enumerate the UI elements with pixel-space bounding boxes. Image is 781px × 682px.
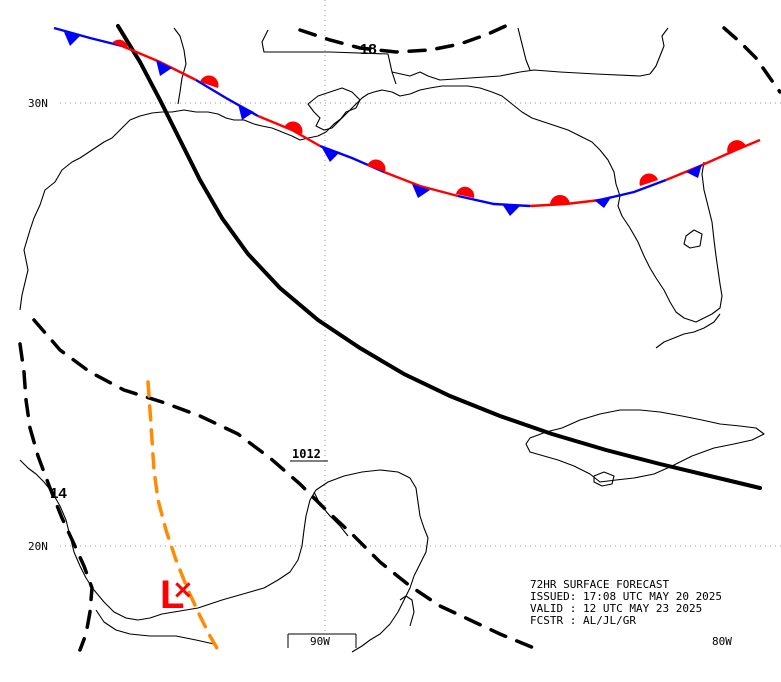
map-bottom-frame xyxy=(287,633,357,648)
border-louisiana-mississippi xyxy=(173,27,187,105)
grid-label-80w: 80W xyxy=(712,635,732,648)
low-center-marker: × xyxy=(172,575,194,605)
isobar-label-1012: 1012 xyxy=(292,447,321,461)
front-segment-warm-2 xyxy=(257,114,321,148)
forecast-info-block: 72HR SURFACE FORECAST ISSUED: 17:08 UTC … xyxy=(530,578,722,627)
cold-triangle xyxy=(412,184,430,198)
lake-okeechobee xyxy=(683,229,703,249)
cold-triangle xyxy=(64,32,80,46)
coastlines xyxy=(19,27,765,653)
coastline-cuba xyxy=(525,409,765,483)
coastline-mississippi-delta xyxy=(307,87,361,131)
coastline-mexico-gulf xyxy=(19,459,317,621)
isobar-label-14: 14 xyxy=(50,485,67,502)
isobar-arc-upper-left xyxy=(722,26,781,94)
isobar-1014-west xyxy=(18,342,94,652)
cold-triangle xyxy=(238,104,254,120)
forecast-valid: VALID : 12 UTC MAY 23 2025 xyxy=(530,602,702,615)
border-yucatan-states xyxy=(313,491,349,537)
coastline-gulf-north xyxy=(19,85,723,323)
cold-triangle xyxy=(322,148,340,162)
grid-label-30n: 30N xyxy=(28,97,48,110)
isobar-label-18: 18 xyxy=(360,41,377,58)
border-al-fl xyxy=(391,69,651,81)
coastline-isle-of-youth xyxy=(593,471,615,487)
border-mexico-guatemala xyxy=(95,609,215,645)
cold-triangle xyxy=(594,196,612,208)
low-symbol: L xyxy=(160,573,184,617)
grid-label-20n: 20N xyxy=(28,540,48,553)
isobars-layer xyxy=(18,22,781,652)
warm-semicircle xyxy=(112,39,129,49)
front-segment-cold-4 xyxy=(457,194,531,208)
warm-semicircle xyxy=(549,194,570,206)
front-segment-warm-5 xyxy=(665,138,761,182)
warm-semicircle xyxy=(727,140,746,154)
forecast-forecaster: FCSTR : AL/JL/GR xyxy=(530,614,636,627)
cold-triangle xyxy=(686,164,702,178)
border-ga-fl xyxy=(517,27,531,71)
front-cold-triangles xyxy=(64,32,702,216)
coastline-florida-south xyxy=(655,313,721,349)
coastline-yucatan xyxy=(315,469,429,653)
isobar-dashed-central xyxy=(32,318,536,650)
border-north-fl-east xyxy=(649,27,669,75)
forecast-issued: ISSUED: 17:08 UTC MAY 20 2025 xyxy=(530,590,722,603)
warm-semicircle xyxy=(456,186,475,198)
warm-semicircle xyxy=(639,173,658,186)
coastline-belize xyxy=(399,595,415,627)
trough-line xyxy=(146,380,220,652)
isobar-1018-north-arc xyxy=(298,22,512,54)
warm-semicircle xyxy=(200,75,219,88)
front-segment-cold-1 xyxy=(53,26,123,48)
forecast-title: 72HR SURFACE FORECAST xyxy=(530,578,669,591)
grid-label-90w: 90W xyxy=(310,635,330,648)
cold-triangle xyxy=(502,204,520,216)
front-segment-cold-5 xyxy=(599,178,667,202)
warm-semicircle xyxy=(284,121,303,134)
front-segment-warm-3 xyxy=(383,170,459,198)
isobar-1012-line xyxy=(116,24,762,490)
front-warm-semicircles xyxy=(112,39,746,206)
lat-lon-grid xyxy=(60,0,781,634)
cold-triangle xyxy=(156,60,172,76)
low-pressure-center: L × xyxy=(160,573,194,617)
warm-semicircle xyxy=(367,159,386,172)
